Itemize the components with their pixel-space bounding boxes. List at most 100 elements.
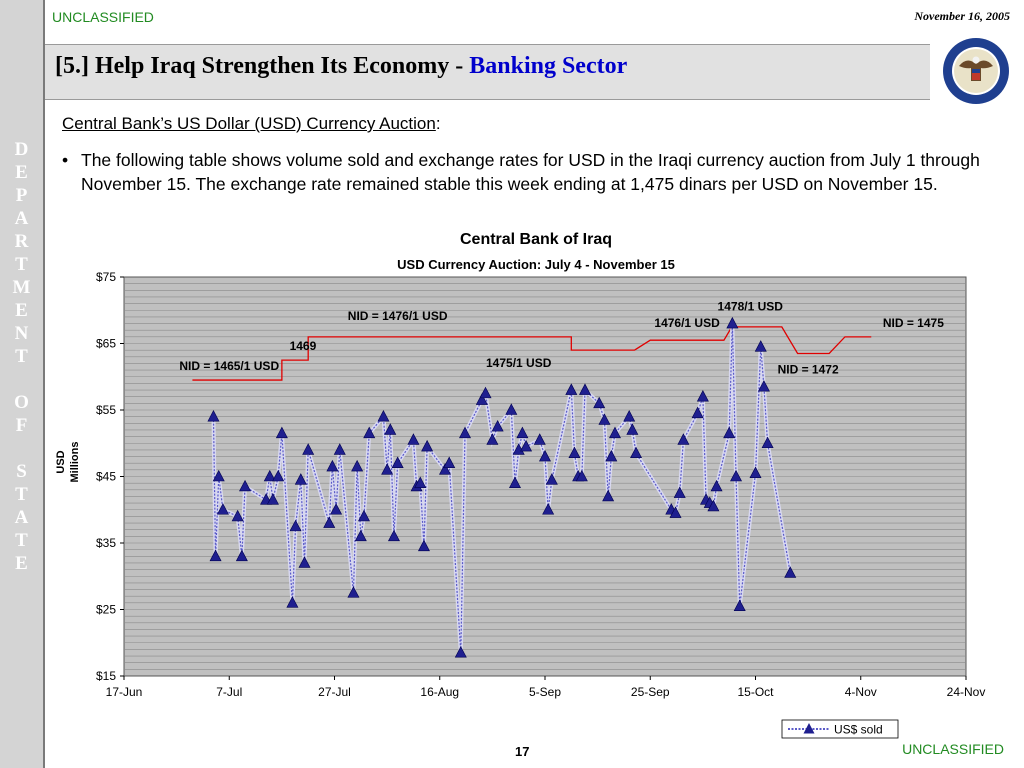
data-point-marker (377, 410, 390, 422)
subheading-text: Central Bank’s US Dollar (USD) Currency … (62, 114, 436, 133)
data-point-marker (707, 499, 720, 512)
data-point-marker (387, 529, 400, 542)
data-point-marker (231, 509, 244, 522)
data-point-marker (673, 486, 686, 498)
data-point-marker (677, 433, 690, 445)
data-point-marker (578, 383, 591, 395)
rate-annotation: 1475/1 USD (486, 356, 552, 370)
data-point-marker (723, 426, 736, 439)
sidebar-letter (0, 437, 43, 460)
data-point-marker (479, 386, 492, 399)
data-point-marker (568, 446, 581, 459)
x-tick-label: 5-Sep (529, 685, 561, 699)
data-point-marker (623, 410, 636, 422)
auction-chart: Central Bank of Iraq USD Currency Auction… (55, 231, 985, 739)
data-point-marker (749, 466, 762, 478)
data-point-marker (381, 463, 394, 475)
sidebar-letter: T (15, 254, 28, 275)
y-tick-label: $45 (96, 470, 116, 484)
data-point-marker (575, 469, 588, 482)
rate-annotation: 1476/1 USD (654, 316, 720, 330)
exchange-rate-line (192, 326, 872, 381)
sidebar-letter: P (15, 185, 28, 206)
data-point-marker (212, 469, 225, 482)
sidebar-letter: T (15, 530, 28, 551)
data-point-marker (757, 380, 770, 392)
data-point-marker (216, 503, 229, 515)
x-tick-label: 25-Sep (631, 685, 670, 699)
data-point-marker (391, 456, 404, 468)
x-tick-label: 4-Nov (845, 685, 877, 699)
data-point-marker (263, 469, 276, 482)
data-point-marker (730, 469, 743, 482)
data-point-marker (696, 390, 709, 402)
rate-annotation: NID = 1472 (778, 362, 839, 376)
data-point-marker (669, 506, 682, 518)
data-point-marker (516, 426, 529, 439)
legend-label: US$ sold (834, 723, 883, 737)
y-tick-label: $75 (96, 270, 116, 284)
sidebar-letter: A (14, 208, 29, 229)
data-point-marker (298, 556, 311, 568)
sidebar-letter: F (15, 415, 28, 436)
data-point-marker (333, 443, 346, 455)
data-point-marker (626, 423, 639, 435)
y-axis-label-line1: USD (55, 450, 67, 473)
data-point-marker (542, 503, 555, 515)
classification-top: UNCLASSIFIED (52, 9, 154, 25)
data-point-marker (323, 516, 336, 528)
data-point-marker (439, 463, 452, 475)
data-point-marker (691, 406, 704, 419)
data-point-marker (209, 549, 222, 562)
sidebar-letter (0, 368, 43, 391)
sidebar-letter: S (16, 461, 27, 482)
data-point-marker (459, 426, 472, 439)
data-point-marker (239, 479, 252, 492)
data-point-marker (784, 566, 797, 578)
data-point-marker (726, 316, 739, 329)
data-point-marker (565, 383, 578, 395)
title-highlight: Banking Sector (469, 53, 628, 79)
x-tick-label: 27-Jul (318, 685, 351, 699)
y-tick-label: $25 (96, 603, 116, 617)
rate-annotation: NID = 1476/1 USD (348, 309, 448, 323)
data-point-marker (754, 340, 767, 352)
data-point-marker (421, 439, 434, 452)
data-point-marker (605, 449, 618, 462)
section-subheading: Central Bank’s US Dollar (USD) Currency … (62, 114, 441, 134)
data-point-marker (533, 433, 546, 445)
data-point-marker (286, 596, 299, 608)
title-bar: [5.] Help Iraq Strengthen Its Economy - … (45, 44, 930, 100)
chart-subtitle: USD Currency Auction: July 4 - November … (397, 257, 675, 272)
sidebar-letter: A (14, 507, 29, 528)
data-point-marker (539, 449, 551, 462)
data-point-marker (630, 446, 643, 459)
data-point-marker (733, 599, 746, 611)
data-point-marker (475, 393, 488, 405)
y-tick-label: $15 (96, 669, 116, 683)
y-axis-label-line2: Millions (69, 442, 81, 483)
data-point-marker (454, 646, 467, 658)
data-point-marker (593, 396, 606, 409)
sidebar-letter: N (14, 323, 29, 344)
page-title: [5.] Help Iraq Strengthen Its Economy - … (55, 53, 627, 80)
department-seal-icon (943, 38, 1009, 104)
data-point-marker (354, 529, 367, 542)
data-point-marker (608, 426, 621, 439)
data-point-marker (351, 459, 364, 472)
y-tick-label: $35 (96, 536, 116, 550)
sidebar-letter: R (14, 231, 29, 252)
rate-annotation: 1478/1 USD (718, 299, 784, 313)
classification-bottom: UNCLASSIFIED (902, 741, 1004, 757)
sidebar-letter: D (14, 139, 29, 160)
sidebar-letter: E (15, 162, 28, 183)
data-point-marker (761, 436, 774, 449)
date-label: November 16, 2005 (914, 9, 1010, 23)
data-point-marker (545, 473, 558, 485)
data-point-marker (491, 419, 504, 432)
data-point-marker (384, 423, 397, 435)
sidebar-letter: E (15, 300, 28, 321)
page-number: 17 (515, 744, 530, 759)
